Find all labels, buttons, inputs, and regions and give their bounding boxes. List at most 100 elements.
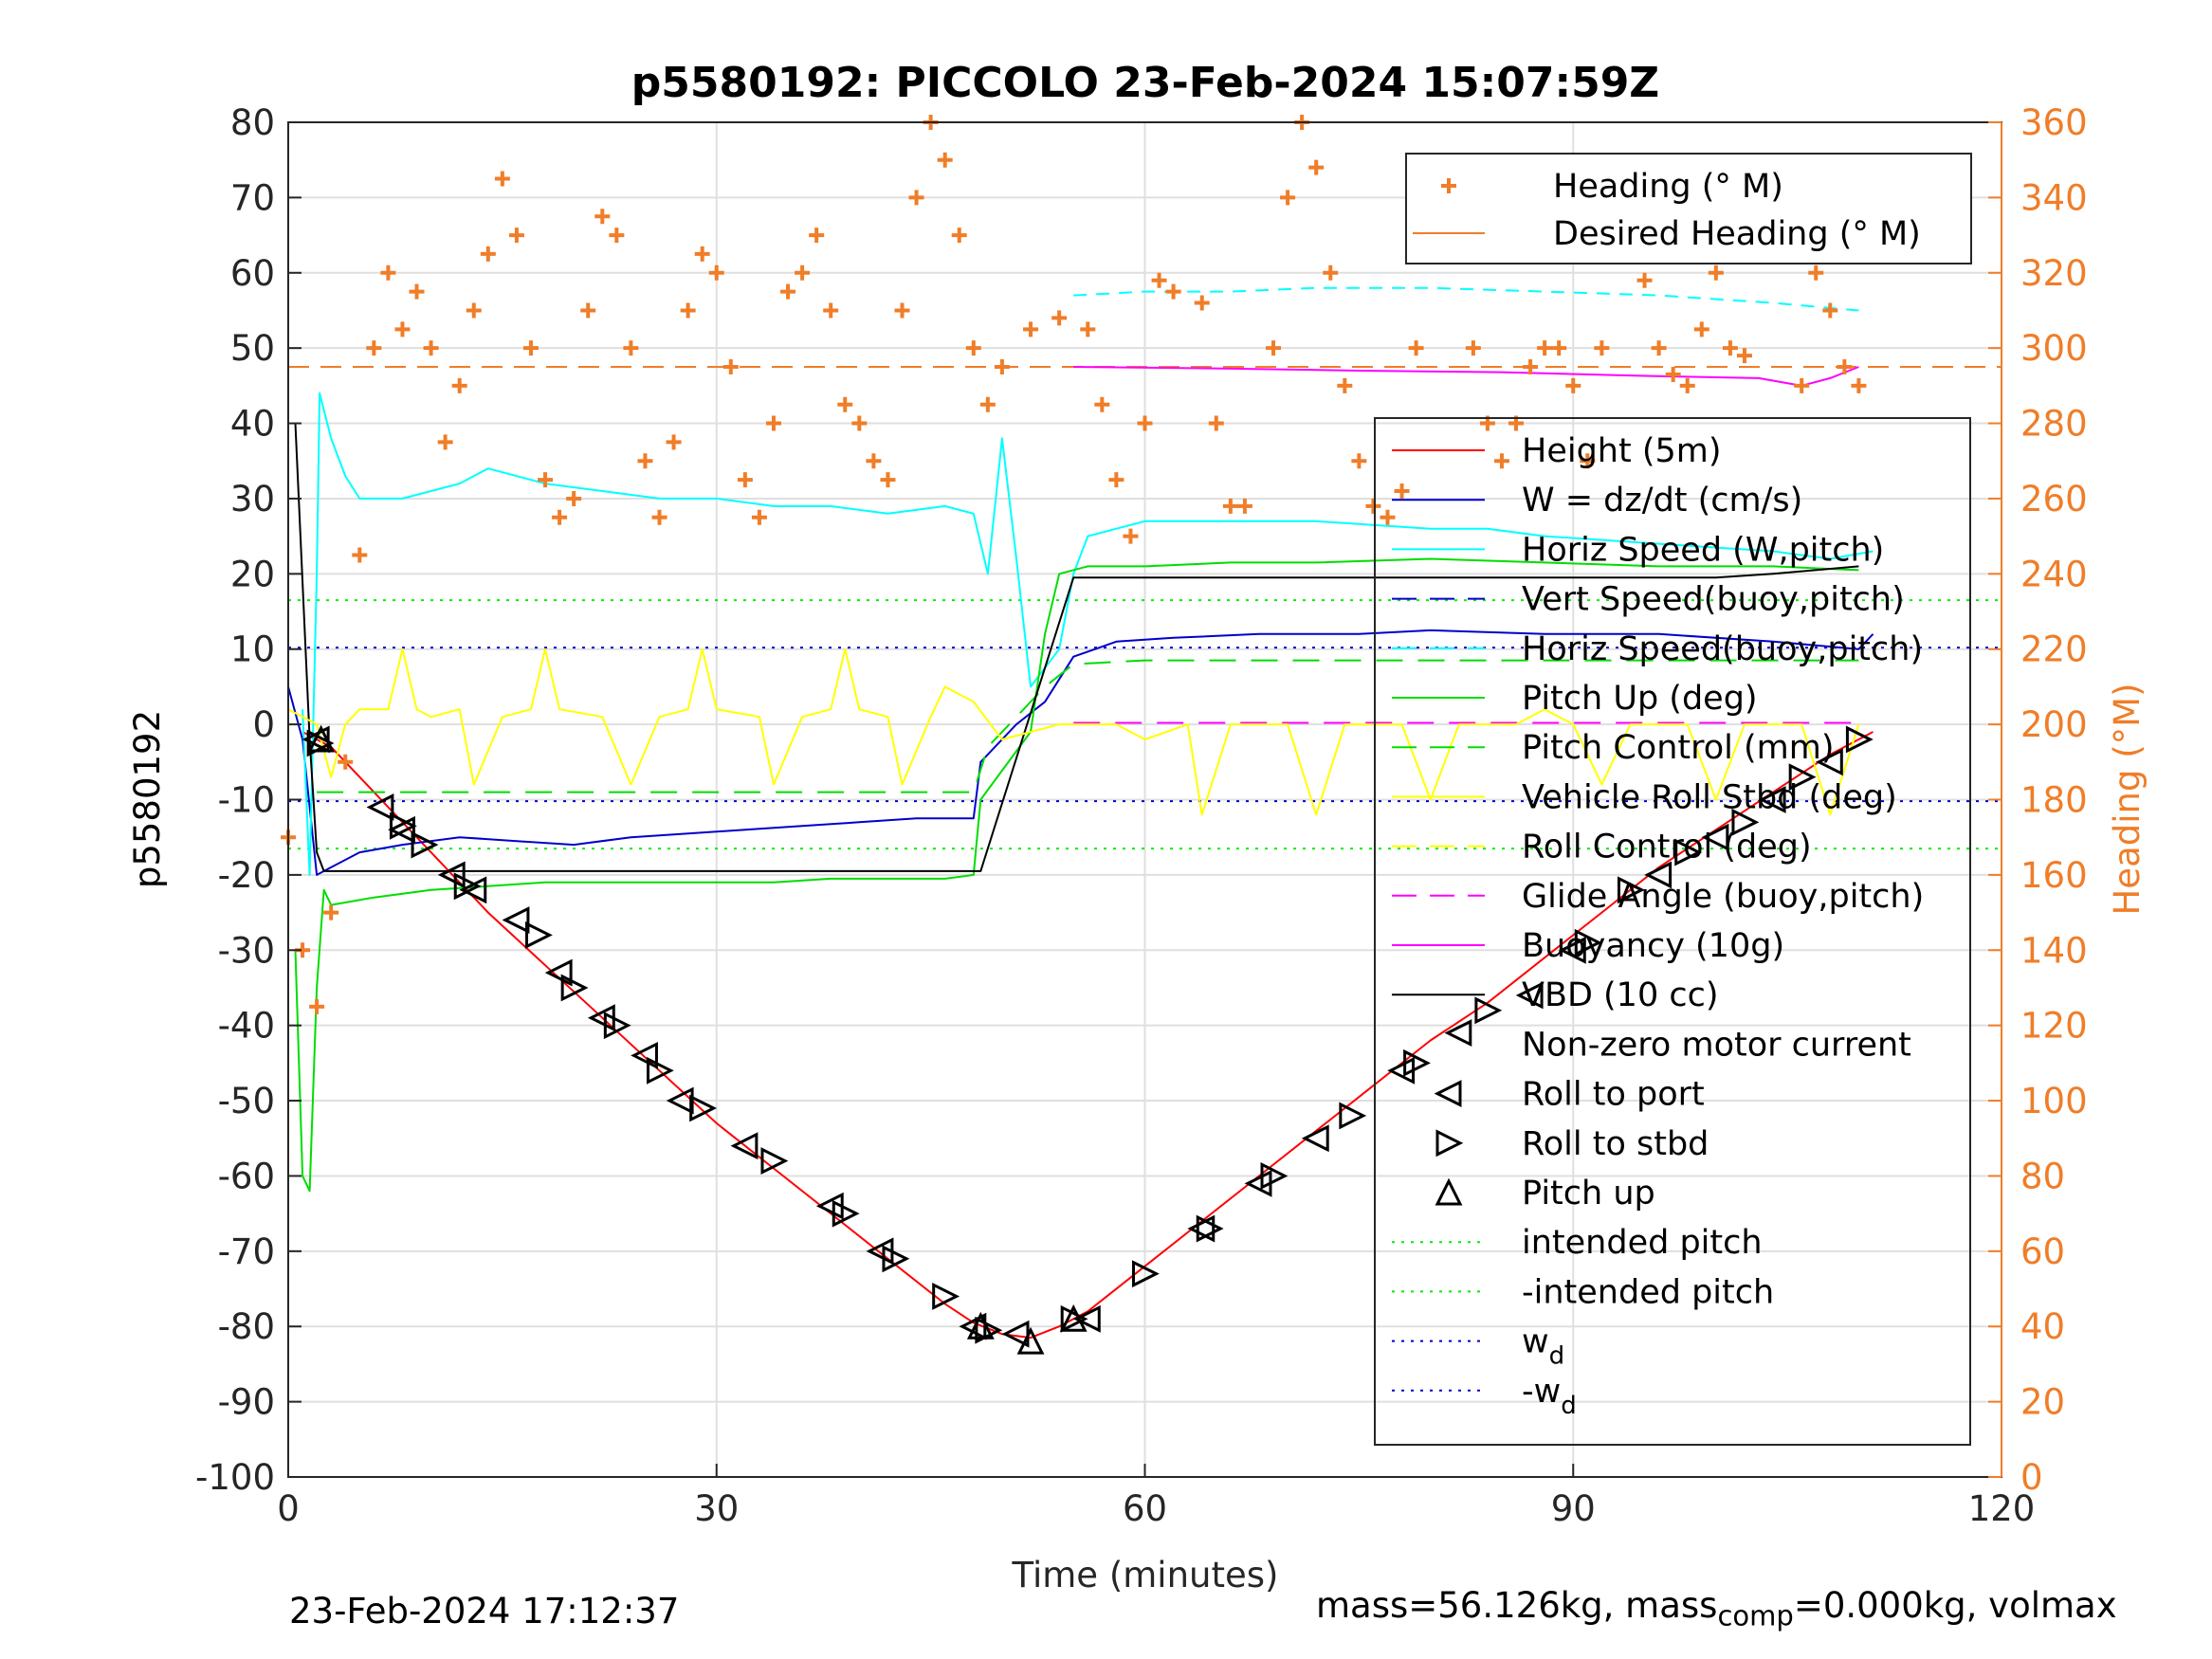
heading-point bbox=[1537, 340, 1553, 356]
heading-point bbox=[1365, 498, 1381, 514]
heading-point bbox=[651, 509, 667, 525]
y2-tick-label: 160 bbox=[2020, 855, 2088, 896]
roll-to-port-marker bbox=[1644, 861, 1673, 889]
roll-to-stbd-marker bbox=[306, 729, 335, 757]
y2-tick-label: 140 bbox=[2020, 930, 2088, 971]
heading-point bbox=[1794, 377, 1810, 393]
roll-to-port-marker bbox=[544, 958, 573, 987]
series-height bbox=[302, 731, 1874, 1340]
roll-to-stbd-marker bbox=[1403, 1048, 1431, 1077]
y-tick-label: -40 bbox=[218, 1006, 275, 1047]
heading-point bbox=[1465, 340, 1481, 356]
heading-point bbox=[1266, 340, 1282, 356]
heading-point bbox=[1236, 498, 1252, 514]
heading-point bbox=[1208, 415, 1224, 431]
heading-point bbox=[1493, 453, 1509, 469]
y2-tick-label: 0 bbox=[2020, 1457, 2043, 1498]
roll-to-stbd-marker bbox=[525, 921, 553, 949]
legend-label: Roll to port bbox=[1522, 1076, 1705, 1114]
heading-point bbox=[1408, 340, 1424, 356]
heading-point bbox=[708, 264, 724, 281]
y-axis-label: p5580192 bbox=[127, 710, 168, 888]
legend-label: Pitch Control (mm) bbox=[1522, 729, 1834, 767]
y-tick-label: 80 bbox=[230, 102, 275, 143]
roll-to-port-marker bbox=[1301, 1124, 1329, 1153]
roll-to-port-marker bbox=[1187, 1214, 1216, 1243]
heading-point bbox=[1679, 377, 1695, 393]
y-tick-label: -20 bbox=[218, 855, 275, 896]
heading-point bbox=[1394, 483, 1410, 500]
heading-point bbox=[680, 302, 696, 319]
heading-point bbox=[522, 340, 539, 356]
heading-point bbox=[494, 171, 510, 187]
y-tick-label: 10 bbox=[230, 629, 275, 670]
heading-point bbox=[880, 472, 896, 488]
heading-point bbox=[1137, 415, 1153, 431]
y-tick-label: 50 bbox=[230, 328, 275, 369]
legend-label: Vert Speed(buoy,pitch) bbox=[1522, 581, 1905, 619]
heading-point bbox=[480, 246, 496, 262]
roll-to-stbd-marker bbox=[975, 1316, 1003, 1344]
legend-label: intended pitch bbox=[1522, 1224, 1763, 1262]
heading-point bbox=[1194, 295, 1210, 311]
heading-point bbox=[552, 509, 568, 525]
x-tick-label: 0 bbox=[277, 1488, 300, 1529]
legend-label: VBD (10 cc) bbox=[1522, 976, 1719, 1014]
heading-point bbox=[1380, 509, 1396, 525]
y2-tick-label: 280 bbox=[2020, 404, 2088, 445]
series-buoyancy bbox=[1073, 366, 1859, 387]
roll-to-port-marker bbox=[388, 815, 415, 844]
heading-legend-label: Desired Heading (° M) bbox=[1553, 215, 1921, 253]
y2-tick-label: 300 bbox=[2020, 328, 2088, 369]
roll-to-stbd-marker bbox=[932, 1283, 960, 1310]
y-tick-label: -100 bbox=[195, 1457, 275, 1498]
heading-point bbox=[566, 490, 582, 506]
roll-to-stbd-marker bbox=[560, 974, 589, 1002]
y2-tick-label: 80 bbox=[2020, 1156, 2065, 1196]
heading-point bbox=[795, 264, 811, 281]
heading-point bbox=[1822, 302, 1838, 319]
y-tick-label: -90 bbox=[218, 1382, 275, 1423]
marker-layer bbox=[302, 724, 1874, 1355]
heading-point bbox=[722, 359, 739, 375]
heading-point bbox=[1094, 396, 1110, 412]
heading-legend-label: Heading (° M) bbox=[1553, 168, 1783, 206]
heading-point bbox=[338, 754, 354, 770]
series-roll bbox=[287, 647, 1860, 816]
y-tick-label: -50 bbox=[218, 1081, 275, 1121]
chart-title: p5580192: PICCOLO 23-Feb-2024 15:07:59Z bbox=[631, 59, 1659, 107]
legend-label: -intended pitch bbox=[1522, 1273, 1774, 1311]
heading-point bbox=[1851, 377, 1867, 393]
heading-point bbox=[1351, 453, 1367, 469]
heading-point bbox=[409, 283, 425, 300]
heading-point bbox=[965, 340, 981, 356]
roll-to-port-marker bbox=[1444, 1019, 1472, 1048]
y2-tick-label: 180 bbox=[2020, 780, 2088, 821]
footer-datetime: 23-Feb-2024 17:12:37 bbox=[289, 1591, 680, 1632]
heading-point bbox=[1736, 348, 1752, 364]
y2-tick-label: 20 bbox=[2020, 1382, 2065, 1423]
x-tick-label: 60 bbox=[1123, 1488, 1167, 1529]
y-tick-label: 0 bbox=[252, 704, 275, 745]
legend-symbol bbox=[1435, 1177, 1463, 1206]
heading-point bbox=[394, 321, 411, 337]
pitch-up-marker bbox=[1059, 1304, 1088, 1332]
roll-to-port-marker bbox=[502, 906, 530, 934]
heading-point bbox=[366, 340, 382, 356]
pitch-up-marker bbox=[966, 1311, 995, 1340]
heading-point bbox=[1551, 340, 1567, 356]
heading-point bbox=[466, 302, 482, 319]
series-layer bbox=[281, 115, 1874, 1340]
roll-to-port-marker bbox=[730, 1132, 759, 1160]
heading-point bbox=[1222, 498, 1238, 514]
heading-point bbox=[823, 302, 839, 319]
heading-legend-symbol bbox=[1441, 178, 1456, 193]
heading-point bbox=[1023, 321, 1039, 337]
y2-tick-label: 340 bbox=[2020, 177, 2088, 218]
roll-to-stbd-marker bbox=[1731, 808, 1760, 836]
heading-point bbox=[751, 509, 767, 525]
heading-point bbox=[1665, 366, 1681, 382]
heading-point bbox=[1108, 472, 1124, 488]
heading-point bbox=[1123, 528, 1139, 544]
